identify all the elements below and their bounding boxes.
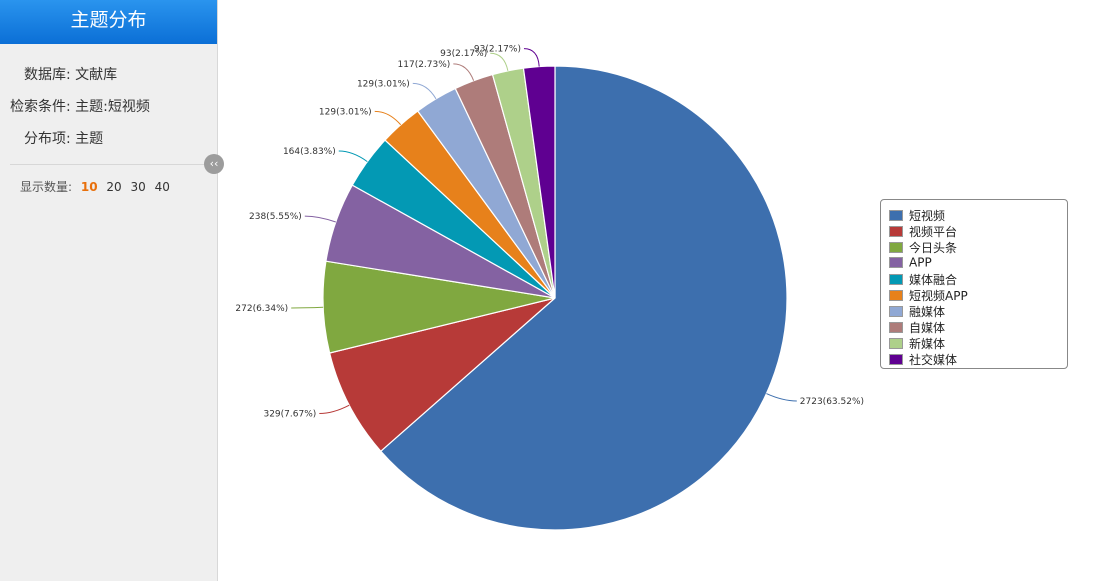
legend-item-2[interactable]: 今日头条 xyxy=(889,239,957,255)
count-option-30[interactable]: 30 xyxy=(130,180,146,194)
slice-label-5: 129(3.01%) xyxy=(319,107,372,117)
slice-leader-line-6 xyxy=(412,82,437,100)
legend-item-3[interactable]: APP xyxy=(889,255,932,271)
legend-swatch-6 xyxy=(889,306,903,317)
legend-label-7: 自媒体 xyxy=(909,321,946,335)
slice-label-7: 117(2.73%) xyxy=(398,60,451,70)
legend-swatch-0 xyxy=(889,210,903,221)
legend-item-7[interactable]: 自媒体 xyxy=(889,319,945,335)
legend-swatch-9 xyxy=(889,354,903,365)
slice-label-0: 2723(63.52%) xyxy=(800,397,864,407)
slice-label-4: 164(3.83%) xyxy=(283,147,336,157)
count-option-20[interactable]: 20 xyxy=(106,180,122,194)
database-label: 数据库: xyxy=(24,67,71,83)
condition-value: 主题:短视频 xyxy=(75,99,150,115)
legend-swatch-5 xyxy=(889,290,903,301)
slice-label-6: 129(3.01%) xyxy=(357,79,410,89)
legend-label-3: APP xyxy=(909,255,932,270)
legend-item-8[interactable]: 新媒体 xyxy=(889,335,945,351)
legend-label-8: 新媒体 xyxy=(909,337,946,351)
legend-item-6[interactable]: 融媒体 xyxy=(889,303,945,319)
condition-row: 检索条件: 主题:短视频 xyxy=(10,96,150,116)
pie-slice-1[interactable] xyxy=(328,297,556,453)
legend-swatch-4 xyxy=(889,274,903,285)
count-option-40[interactable]: 40 xyxy=(154,180,170,194)
legend-item-5[interactable]: 短视频APP xyxy=(889,287,968,303)
legend-label-0: 短视频 xyxy=(909,209,946,223)
slice-leader-line-4 xyxy=(338,150,368,163)
sidebar-divider xyxy=(10,164,210,165)
slice-leader-line-9 xyxy=(523,48,540,67)
item-value: 主题 xyxy=(75,131,104,147)
slice-leader-line-8 xyxy=(490,52,509,71)
legend-label-9: 社交媒体 xyxy=(909,353,958,367)
legend-swatch-8 xyxy=(889,338,903,349)
legend-label-5: 短视频APP xyxy=(909,289,968,303)
legend-swatch-3 xyxy=(889,257,903,268)
slice-leader-line-2 xyxy=(291,306,324,309)
sidebar: 主题分布 数据库: 文献库 检索条件: 主题:短视频 分布项: 主题 显示数量:… xyxy=(0,0,218,581)
legend-label-4: 媒体融合 xyxy=(909,273,958,287)
pie-slice-0[interactable] xyxy=(379,65,788,531)
item-label: 分布项: xyxy=(24,131,71,147)
condition-label: 检索条件: xyxy=(10,99,71,115)
database-value: 文献库 xyxy=(75,67,118,83)
legend-label-6: 融媒体 xyxy=(909,305,946,319)
legend-item-4[interactable]: 媒体融合 xyxy=(889,271,957,287)
legend-label-2: 今日头条 xyxy=(909,241,958,255)
chart-legend: 短视频视频平台今日头条 APP 媒体融合短视频APP 融媒体自媒体新媒体社交媒体 xyxy=(880,199,1068,369)
slice-leader-line-0 xyxy=(766,393,797,402)
database-row: 数据库: 文献库 xyxy=(24,64,117,84)
display-count-label: 显示数量: xyxy=(20,180,73,194)
slice-label-2: 272(6.34%) xyxy=(235,304,288,314)
slice-leader-line-5 xyxy=(374,110,402,126)
count-option-10[interactable]: 10 xyxy=(80,180,98,194)
legend-swatch-2 xyxy=(889,242,903,253)
slice-label-8: 93(2.17%) xyxy=(440,49,487,59)
pie-chart: 2723(63.52%) 329(7.67%) 272(6.34%) 238(5.55… xyxy=(235,45,864,531)
legend-label-1: 视频平台 xyxy=(909,225,958,239)
slice-leader-line-3 xyxy=(304,215,336,223)
slice-leader-line-1 xyxy=(319,404,350,415)
legend-swatch-1 xyxy=(889,226,903,237)
item-row: 分布项: 主题 xyxy=(24,128,103,148)
double-chevron-left-icon[interactable]: ‹‹ xyxy=(204,154,224,174)
display-count-row: 显示数量: 10 20 30 40 xyxy=(20,178,170,195)
legend-swatch-7 xyxy=(889,322,903,333)
legend-item-0[interactable]: 短视频 xyxy=(889,207,945,223)
slice-label-3: 238(5.55%) xyxy=(249,212,302,222)
slice-label-1: 329(7.67%) xyxy=(263,410,316,420)
legend-item-1[interactable]: 视频平台 xyxy=(889,223,957,239)
legend-item-9[interactable]: 社交媒体 xyxy=(889,351,957,367)
slice-leader-line-7 xyxy=(453,63,475,81)
sidebar-title: 主题分布 xyxy=(0,0,217,44)
slice-label-9: 93(2.17%) xyxy=(474,45,521,55)
